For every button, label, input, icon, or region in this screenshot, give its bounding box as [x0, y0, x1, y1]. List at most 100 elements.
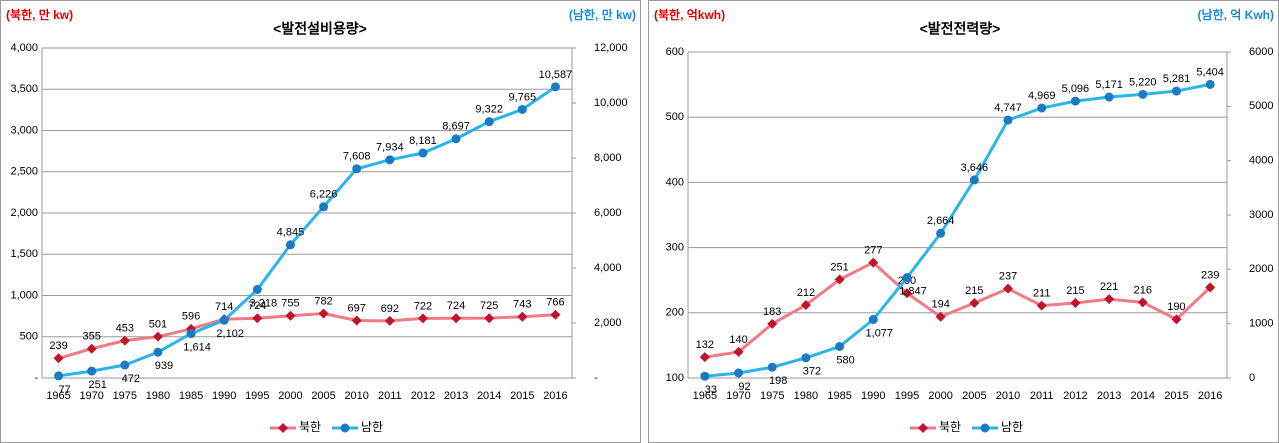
legend-label: 북한 — [939, 420, 961, 434]
data-label: 6,226 — [310, 189, 338, 201]
x-tick-label: 1995 — [895, 390, 919, 402]
data-label: 251 — [89, 379, 107, 391]
marker — [1070, 298, 1081, 309]
marker — [484, 117, 494, 127]
legend-marker — [340, 423, 350, 433]
x-tick-label: 2016 — [1198, 390, 1222, 402]
line — [58, 311, 556, 360]
x-tick-label: 2016 — [543, 390, 567, 402]
legend-marker — [918, 423, 928, 433]
marker — [801, 353, 811, 363]
marker — [87, 366, 97, 376]
marker — [385, 155, 395, 165]
data-label: 1,847 — [899, 286, 927, 298]
y-tick-label: 2,000 — [10, 207, 38, 219]
data-label: 5,220 — [1129, 76, 1157, 88]
y2-tick-label: 6,000 — [594, 207, 622, 219]
marker — [219, 315, 229, 325]
data-label: 4,969 — [1028, 90, 1056, 102]
marker — [319, 202, 329, 212]
y-axis-label: (북한, 억kwh) — [654, 7, 725, 22]
marker — [835, 341, 845, 351]
x-tick-label: 2005 — [962, 390, 986, 402]
data-label: 239 — [49, 340, 67, 352]
y2-tick-label: 8,000 — [594, 152, 622, 164]
data-label: 8,181 — [409, 135, 437, 147]
marker — [517, 104, 527, 114]
marker — [318, 308, 329, 319]
marker — [1037, 103, 1047, 113]
y2-tick-label: 6000 — [1249, 46, 1273, 58]
y2-tick-label: 3000 — [1249, 209, 1273, 221]
x-tick-label: 2000 — [928, 390, 952, 402]
data-label: 251 — [830, 261, 848, 273]
y-tick-label: 500 — [666, 111, 684, 123]
marker — [186, 329, 196, 339]
y-tick-label: 300 — [666, 242, 684, 254]
marker — [1003, 283, 1014, 294]
y-tick-label: 200 — [666, 307, 684, 319]
marker — [1137, 297, 1148, 308]
data-label: 580 — [836, 354, 854, 366]
y-tick-label: 100 — [666, 372, 684, 384]
data-label: 1,077 — [866, 327, 894, 339]
legend-marker — [278, 423, 288, 433]
y-tick-label: 500 — [20, 331, 38, 343]
data-label: 2,102 — [216, 328, 244, 340]
chart-frame — [648, 0, 1279, 443]
x-tick-label: 2014 — [477, 390, 501, 402]
y-tick-label: 3,500 — [10, 83, 38, 95]
marker — [834, 274, 845, 285]
marker — [936, 228, 946, 238]
data-label: 239 — [1201, 269, 1219, 281]
y2-tick-label: - — [594, 372, 598, 384]
data-label: 7,608 — [343, 151, 371, 163]
data-label: 33 — [705, 384, 717, 396]
marker — [1171, 86, 1181, 96]
data-label: 2,664 — [927, 215, 955, 227]
x-tick-label: 1980 — [146, 390, 170, 402]
x-tick-label: 1990 — [861, 390, 885, 402]
data-label: 5,096 — [1062, 83, 1090, 95]
y2-tick-label: 4,000 — [594, 262, 622, 274]
marker — [484, 313, 495, 324]
marker — [1205, 79, 1215, 89]
marker — [54, 371, 64, 381]
data-label: 472 — [122, 373, 140, 385]
y-axis-label: (북한, 만 kw) — [6, 7, 73, 22]
data-label: 697 — [348, 302, 366, 314]
x-tick-label: 2011 — [378, 390, 402, 402]
y2-tick-label: 2000 — [1249, 263, 1273, 275]
data-label: 212 — [797, 287, 815, 299]
data-label: 221 — [1100, 281, 1118, 293]
marker — [969, 175, 979, 185]
marker — [1138, 89, 1148, 99]
data-label: 1,614 — [183, 342, 211, 354]
data-label: 132 — [696, 339, 714, 351]
data-label: 216 — [1134, 284, 1152, 296]
marker — [969, 298, 980, 309]
x-tick-label: 1985 — [827, 390, 851, 402]
data-label: 277 — [864, 245, 882, 257]
marker — [868, 314, 878, 324]
data-label: 372 — [803, 366, 821, 378]
marker — [86, 343, 97, 354]
x-tick-label: 1990 — [212, 390, 236, 402]
data-label: 183 — [763, 306, 781, 318]
marker — [53, 353, 64, 364]
data-label: 3,218 — [250, 297, 278, 309]
y-tick-label: 2,500 — [10, 166, 38, 178]
data-label: 215 — [965, 285, 983, 297]
data-label: 3,646 — [961, 162, 989, 174]
y2-tick-label: 1000 — [1249, 318, 1273, 330]
data-label: 10,587 — [539, 69, 573, 81]
x-tick-label: 2014 — [1131, 390, 1155, 402]
marker — [699, 352, 710, 363]
y-tick-label: - — [34, 372, 38, 384]
data-label: 743 — [513, 299, 531, 311]
chart-title: <발전설비용량> — [273, 21, 367, 37]
data-label: 190 — [1167, 301, 1185, 313]
y2-tick-label: 12,000 — [594, 42, 628, 54]
data-label: 939 — [155, 360, 173, 372]
